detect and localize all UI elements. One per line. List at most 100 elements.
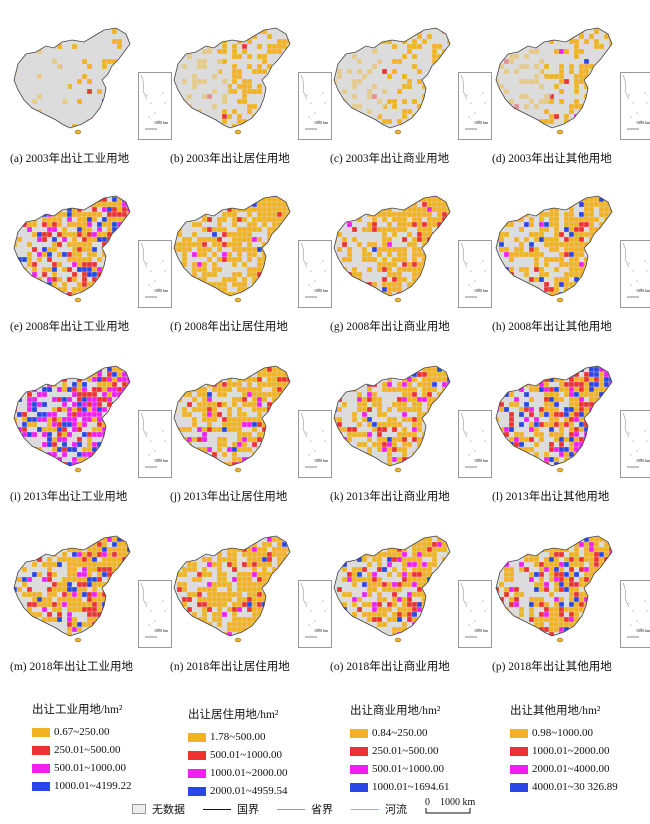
region-cell bbox=[261, 201, 268, 208]
region-cell bbox=[181, 216, 188, 223]
region-cell bbox=[608, 421, 612, 428]
region-cell bbox=[441, 441, 448, 448]
region-cell bbox=[77, 642, 82, 644]
region-cell bbox=[406, 461, 413, 466]
region-cell bbox=[226, 606, 233, 613]
region-cell bbox=[271, 581, 278, 588]
region-cell bbox=[376, 28, 383, 30]
region-cell bbox=[276, 291, 283, 296]
region-cell bbox=[446, 456, 450, 463]
region-cell bbox=[81, 281, 88, 288]
region-cell bbox=[406, 571, 413, 578]
region-cell bbox=[96, 581, 103, 588]
region-cell bbox=[371, 421, 378, 428]
region-cell bbox=[121, 401, 128, 408]
region-cell bbox=[226, 201, 233, 208]
region-cell bbox=[396, 88, 403, 95]
region-cell bbox=[251, 386, 258, 393]
region-cell bbox=[46, 541, 53, 548]
region-cell bbox=[206, 401, 213, 408]
region-cell bbox=[252, 302, 257, 304]
region-cell bbox=[216, 226, 223, 233]
region-cell bbox=[51, 546, 58, 553]
region-cell bbox=[416, 246, 423, 253]
region-cell bbox=[332, 472, 337, 474]
region-cell bbox=[558, 28, 565, 30]
region-cell bbox=[107, 642, 112, 644]
national-border bbox=[173, 365, 291, 467]
region-cell bbox=[246, 381, 253, 388]
region-cell bbox=[391, 596, 398, 603]
region-cell bbox=[271, 416, 278, 423]
region-cell bbox=[588, 211, 595, 218]
region-cell bbox=[452, 537, 454, 542]
region-cell bbox=[411, 436, 418, 443]
region-cell bbox=[266, 48, 273, 55]
region-cell bbox=[391, 103, 398, 110]
region-cell bbox=[421, 456, 428, 463]
region-cell bbox=[51, 591, 58, 598]
region-cell bbox=[132, 472, 134, 474]
region-cell bbox=[446, 291, 450, 296]
region-cell bbox=[126, 621, 130, 628]
region-cell bbox=[91, 406, 98, 413]
region-cell bbox=[594, 297, 599, 302]
region-cell bbox=[281, 411, 288, 418]
region-cell bbox=[46, 461, 53, 466]
region-cell bbox=[86, 216, 93, 223]
region-cell bbox=[578, 406, 585, 413]
region-cell bbox=[573, 196, 580, 203]
region-cell bbox=[548, 236, 555, 243]
region-cell bbox=[381, 581, 388, 588]
region-cell bbox=[366, 251, 373, 258]
region-cell bbox=[266, 226, 273, 233]
region-cell bbox=[452, 572, 454, 577]
region-cell bbox=[608, 103, 612, 110]
region-cell bbox=[548, 426, 555, 433]
region-cell bbox=[281, 571, 288, 578]
region-cell bbox=[82, 302, 87, 304]
region-cell bbox=[558, 261, 565, 268]
region-cell bbox=[523, 371, 530, 378]
region-cell bbox=[21, 421, 28, 428]
region-cell bbox=[236, 196, 243, 203]
region-cell bbox=[558, 48, 565, 55]
region-cell bbox=[538, 371, 545, 378]
region-cell bbox=[568, 231, 575, 238]
region-cell bbox=[446, 241, 450, 248]
region-cell bbox=[101, 276, 108, 283]
region-cell bbox=[251, 626, 258, 633]
region-cell bbox=[91, 556, 98, 563]
region-cell bbox=[201, 606, 208, 613]
region-cell bbox=[41, 386, 48, 393]
region-cell bbox=[276, 246, 283, 253]
region-cell bbox=[87, 637, 92, 642]
region-cell bbox=[292, 202, 294, 207]
region-cell bbox=[186, 411, 193, 418]
region-cell bbox=[256, 63, 263, 70]
region-cell bbox=[71, 271, 78, 278]
region-cell bbox=[446, 83, 450, 90]
region-cell bbox=[231, 611, 238, 618]
region-cell bbox=[446, 581, 450, 588]
region-cell bbox=[292, 372, 294, 377]
region-cell bbox=[569, 467, 574, 472]
region-cell bbox=[106, 276, 113, 283]
region-cell bbox=[271, 291, 278, 296]
region-cell bbox=[441, 436, 448, 443]
region-cell bbox=[583, 38, 590, 45]
region-cell bbox=[66, 251, 73, 258]
region-cell bbox=[431, 206, 438, 213]
region-cell bbox=[106, 246, 113, 253]
region-cell bbox=[236, 601, 243, 608]
region-cell bbox=[426, 271, 433, 278]
region-cell bbox=[221, 556, 228, 563]
region-cell bbox=[211, 611, 218, 618]
region-cell bbox=[426, 221, 433, 228]
region-cell bbox=[76, 231, 83, 238]
region-cell bbox=[76, 261, 83, 268]
region-cell bbox=[132, 242, 134, 247]
region-cell bbox=[381, 446, 388, 453]
region-cell bbox=[42, 467, 47, 472]
region-cell bbox=[411, 536, 418, 543]
